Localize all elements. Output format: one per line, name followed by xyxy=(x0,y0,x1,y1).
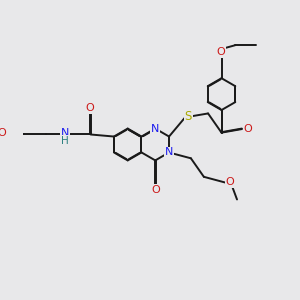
Text: O: O xyxy=(226,177,235,187)
Text: O: O xyxy=(86,103,94,113)
Text: H: H xyxy=(61,136,68,146)
Text: N: N xyxy=(151,124,160,134)
Text: O: O xyxy=(0,128,6,138)
Text: O: O xyxy=(217,47,225,57)
Text: O: O xyxy=(244,124,252,134)
Text: O: O xyxy=(151,185,160,195)
Text: S: S xyxy=(184,110,192,123)
Text: N: N xyxy=(61,128,69,138)
Text: N: N xyxy=(165,147,173,158)
